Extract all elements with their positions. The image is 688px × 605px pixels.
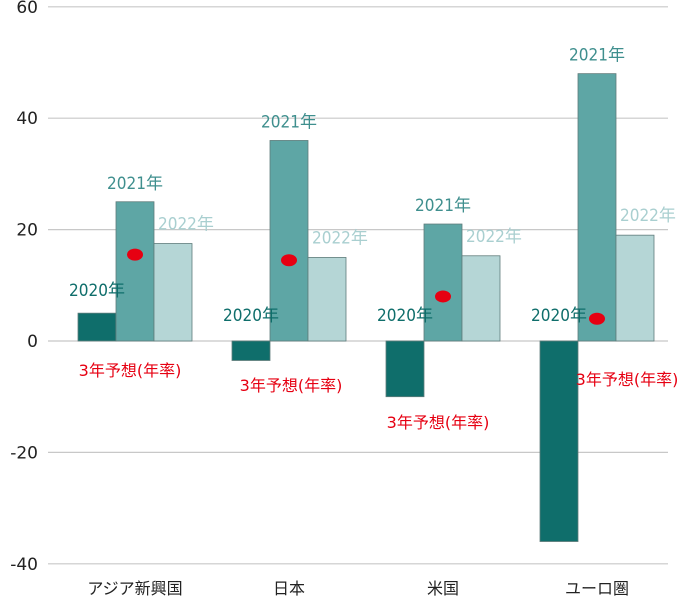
series-label: 2020年: [69, 281, 125, 301]
series-label: 2022年: [620, 206, 676, 226]
bar: [307, 257, 347, 342]
y-tick-label: 0: [27, 332, 38, 352]
bar: [77, 312, 117, 342]
bar: [385, 340, 425, 398]
bar-labels: 2020年 2020年 2020年 2020年 2021年 2021年 2021年 2021年…: [69, 46, 678, 432]
series-label: 2020年: [377, 306, 433, 326]
x-category-label: アジア新興国: [87, 579, 182, 598]
series-label: 2021年: [261, 112, 317, 132]
bar: [615, 234, 655, 342]
bar: [461, 255, 501, 342]
bars: [77, 73, 655, 542]
series-label: 2022年: [466, 227, 522, 247]
x-category-label: ユーロ圏: [565, 579, 629, 598]
series-label: 2020年: [223, 306, 279, 326]
forecast-label: 3年予想(年率): [576, 370, 679, 389]
series-label: 2022年: [312, 228, 368, 248]
forecast-marker: [435, 290, 451, 303]
forecast-markers: [127, 248, 605, 325]
x-category-label: 日本: [273, 579, 305, 598]
x-axis-categories: アジア新興国 日本 米国 ユーロ圏: [87, 579, 629, 598]
forecast-marker: [281, 254, 297, 267]
y-tick-label: 40: [16, 109, 38, 129]
forecast-marker: [589, 312, 605, 325]
bar: [115, 201, 155, 342]
forecast-label: 3年予想(年率): [79, 361, 182, 380]
series-label: 2022年: [158, 215, 214, 235]
bar: [577, 73, 617, 342]
x-category-label: 米国: [427, 579, 459, 598]
series-label: 2021年: [569, 46, 625, 66]
series-label: 2021年: [415, 196, 471, 216]
y-tick-label: -20: [10, 443, 38, 463]
y-axis-ticks: 60 40 20 0 -20 -40: [10, 0, 38, 575]
y-tick-label: 60: [16, 0, 38, 18]
bar: [539, 340, 579, 542]
forecast-label: 3年予想(年率): [387, 413, 490, 432]
bar: [423, 223, 463, 342]
bar: [153, 243, 193, 342]
y-tick-label: -40: [10, 555, 38, 575]
bar: [269, 140, 309, 342]
y-tick-label: 20: [16, 221, 38, 241]
forecast-marker: [127, 248, 143, 261]
series-label: 2021年: [107, 174, 163, 194]
bar: [231, 340, 271, 361]
series-label: 2020年: [531, 306, 587, 326]
forecast-label: 3年予想(年率): [240, 376, 343, 395]
